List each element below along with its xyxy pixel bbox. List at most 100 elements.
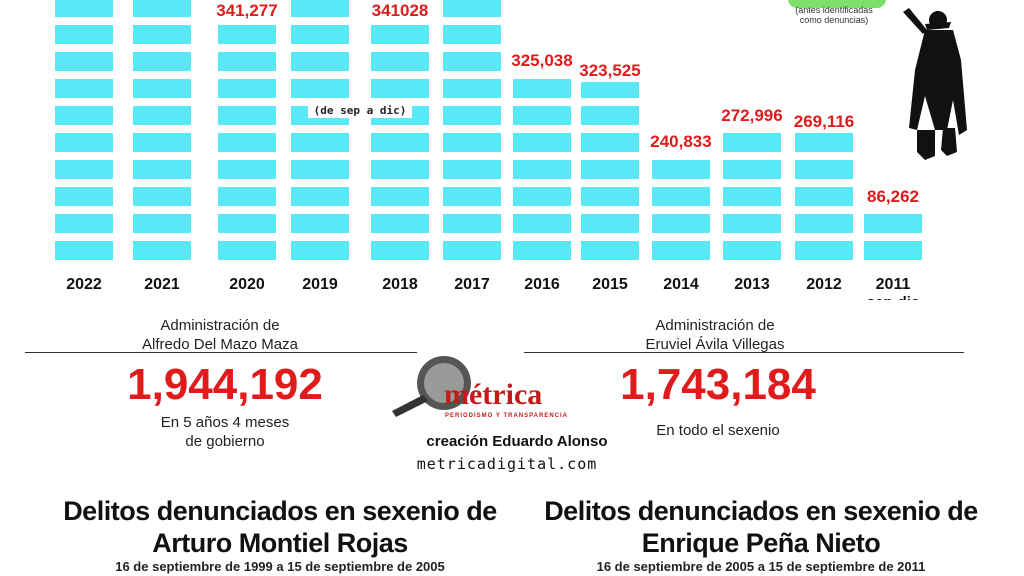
bar-2016-segment-4 <box>513 133 571 152</box>
left-total: 1,944,192 <box>127 360 323 409</box>
bar-2014-segment-2 <box>652 187 710 206</box>
data-label-2014: 240,833 <box>650 132 711 151</box>
left-caption: En 5 años 4 meses de gobierno <box>115 413 335 451</box>
bar-2016-segment-2 <box>513 187 571 206</box>
bar-2015-segment-5 <box>581 106 639 125</box>
x-tick-label-2016: 2016 <box>524 276 560 293</box>
bar-2021-segment-7 <box>133 52 191 71</box>
x-tick-label-2012: 2012 <box>806 276 842 293</box>
bottom-right-heading-line-2: Enrique Peña Nieto <box>641 528 881 558</box>
bar-2021-segment-1 <box>133 214 191 233</box>
bar-2017-segment-8 <box>443 25 501 44</box>
x-tick-label-2022: 2022 <box>66 276 102 293</box>
bar-2020-segment-5 <box>218 106 276 125</box>
bar-2022-segment-9 <box>55 0 113 17</box>
green-note-pill <box>788 0 886 8</box>
brand-tagline: PERIODISMO Y TRANSPARENCIA <box>445 413 569 419</box>
bar-2011-segment-1 <box>864 214 922 233</box>
bar-2019-segment-0 <box>291 241 349 260</box>
x-tick-label-2011: 2011 <box>876 276 911 293</box>
bar-2019-segment-6 <box>291 79 349 98</box>
bar-2012-segment-2 <box>795 187 853 206</box>
bar-2020-segment-4 <box>218 133 276 152</box>
bar-2022-segment-1 <box>55 214 113 233</box>
bar-2015-segment-3 <box>581 160 639 179</box>
data-label-2016: 325,038 <box>511 51 572 70</box>
bar-2018-segment-0 <box>371 241 429 260</box>
left-caption-line-1: En 5 años 4 meses <box>160 414 290 431</box>
bottom-left-heading-line-2: Arturo Montiel Rojas <box>152 528 408 558</box>
bar-chart: 2022 2021 2020 2019 2018 2017 2016 2015 2014 2013… <box>55 0 922 300</box>
magnifier-logo-icon <box>392 356 471 417</box>
bar-2021-segment-6 <box>133 79 191 98</box>
right-caption: En todo el sexenio <box>608 421 828 440</box>
bar-2020-segment-0 <box>218 241 276 260</box>
bar-2018-segment-1 <box>371 214 429 233</box>
bar-2012-segment-4 <box>795 133 853 152</box>
bar-2013-segment-4 <box>723 133 781 152</box>
bar-2014-segment-1 <box>652 214 710 233</box>
x-tick-label-2021: 2021 <box>144 276 180 293</box>
left-admin-label-line-1: Administración de <box>160 317 280 334</box>
bar-2022-segment-3 <box>55 160 113 179</box>
bar-2018-segment-7 <box>371 52 429 71</box>
bar-2019-segment-9 <box>291 0 349 17</box>
bar-2017-segment-0 <box>443 241 501 260</box>
bar-2019-segment-3 <box>291 160 349 179</box>
bottom-right-dates: 16 de septiembre de 2005 a 15 de septiem… <box>596 559 926 574</box>
right-admin-label-line-1: Administración de <box>655 317 775 334</box>
bar-2015-segment-2 <box>581 187 639 206</box>
right-admin-label: Administración de Eruviel Ávila Villegas <box>590 316 840 354</box>
bar-2013-segment-0 <box>723 241 781 260</box>
annotation-background-2018 <box>308 101 412 118</box>
bar-2012-segment-0 <box>795 241 853 260</box>
x-tick-label-2018: 2018 <box>382 276 418 293</box>
bar-2022-segment-5 <box>55 106 113 125</box>
bar-2016-segment-5 <box>513 106 571 125</box>
site-url: metricadigital.com <box>416 455 598 473</box>
bar-2019-segment-7 <box>291 52 349 71</box>
bar-2017-segment-2 <box>443 187 501 206</box>
bar-2022-segment-8 <box>55 25 113 44</box>
x-tick-label-2020: 2020 <box>229 276 265 293</box>
x-tick-sublabel-2011: sep-dic <box>867 294 920 300</box>
annotation-2018: (de sep a dic) <box>314 104 407 117</box>
gunman-silhouette-icon <box>903 8 967 160</box>
data-label-2011: 86,262 <box>867 187 919 206</box>
bar-2021-segment-9 <box>133 0 191 17</box>
bar-2016-segment-1 <box>513 214 571 233</box>
bar-2022-segment-0 <box>55 241 113 260</box>
bar-2018-segment-4 <box>371 133 429 152</box>
bar-2014-segment-0 <box>652 241 710 260</box>
left-divider <box>25 352 417 353</box>
bar-2017-segment-7 <box>443 52 501 71</box>
brand-name: métrica <box>444 378 543 411</box>
bar-2012-segment-1 <box>795 214 853 233</box>
bar-2013-segment-1 <box>723 214 781 233</box>
bar-2017-segment-5 <box>443 106 501 125</box>
bar-2020-segment-6 <box>218 79 276 98</box>
bar-2017-segment-4 <box>443 133 501 152</box>
bottom-right-heading: Delitos denunciados en sexenio de Enriqu… <box>521 495 1001 559</box>
left-admin-label-line-2: Alfredo Del Mazo Maza <box>142 336 298 353</box>
data-label-2013: 272,996 <box>721 106 782 125</box>
bar-2015-segment-0 <box>581 241 639 260</box>
note-line-2: como denuncias) <box>799 15 869 25</box>
right-admin-label-line-2: Eruviel Ávila Villegas <box>645 336 785 353</box>
bar-2020-segment-7 <box>218 52 276 71</box>
left-caption-line-2: de gobierno <box>185 433 265 450</box>
bar-2014-segment-3 <box>652 160 710 179</box>
x-tick-label-2017: 2017 <box>454 276 490 293</box>
bar-2015-segment-6 <box>581 82 639 98</box>
bar-2015-segment-1 <box>581 214 639 233</box>
bar-2021-segment-0 <box>133 241 191 260</box>
bar-2022-segment-2 <box>55 187 113 206</box>
bar-2022-segment-7 <box>55 52 113 71</box>
bar-2015-segment-4 <box>581 133 639 152</box>
bar-2019-segment-8 <box>291 25 349 44</box>
bar-2016-segment-0 <box>513 241 571 260</box>
bar-2021-segment-3 <box>133 160 191 179</box>
bar-2011-segment-0 <box>864 241 922 260</box>
right-caption-line-1: En todo el sexenio <box>656 422 780 439</box>
bar-2017-segment-1 <box>443 214 501 233</box>
